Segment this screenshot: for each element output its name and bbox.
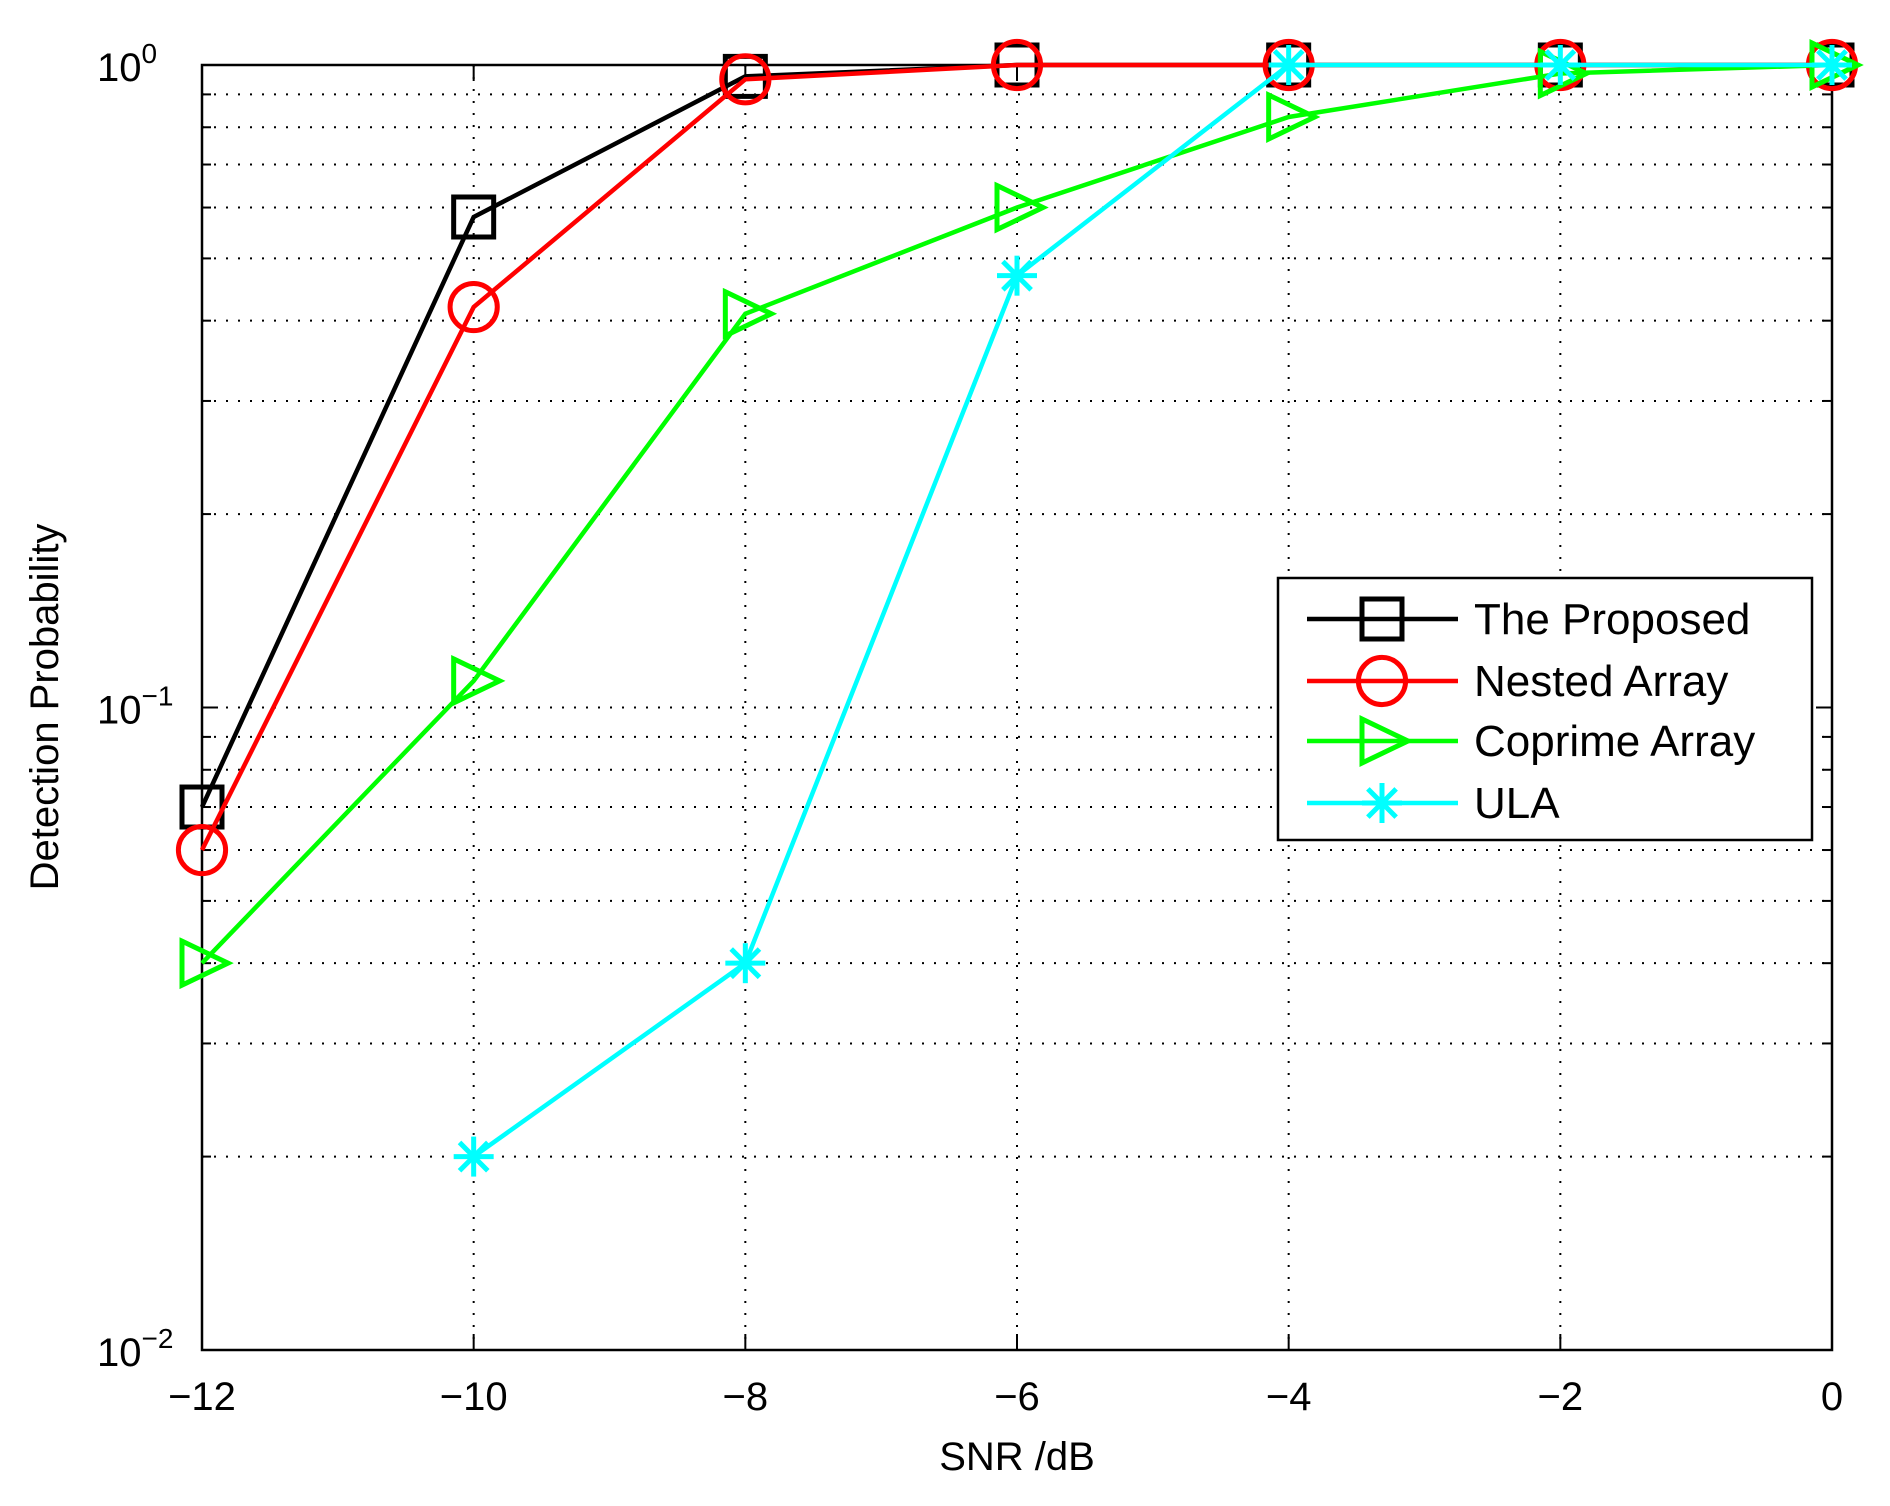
y-tick-label: 10−1	[97, 681, 173, 733]
data-point	[179, 937, 234, 990]
y-tick-label-exponent: 0	[142, 38, 158, 69]
data-point	[1268, 45, 1309, 85]
y-tick-label-base: 10	[97, 689, 142, 733]
x-tick-label: −10	[440, 1375, 508, 1419]
x-tick-label: −6	[994, 1375, 1040, 1419]
x-tick-label: −4	[1266, 1375, 1312, 1419]
legend-label: Coprime Array	[1474, 717, 1755, 766]
data-point	[997, 255, 1037, 296]
legend-label: The Proposed	[1474, 595, 1750, 644]
marker-star-stroke	[729, 947, 762, 980]
data-point	[1266, 91, 1321, 143]
y-tick-label-exponent: −1	[142, 681, 174, 712]
legend: The Proposed Nested Array Coprime Array ULA	[1276, 576, 1814, 842]
legend-item: ULA	[1307, 779, 1560, 828]
data-point	[451, 194, 497, 240]
x-axis-label: SNR /dB	[939, 1435, 1095, 1479]
series-layer	[175, 38, 1864, 1177]
data-point	[175, 823, 229, 877]
series-line	[472, 62, 1832, 1159]
marker-star-stroke	[1544, 49, 1577, 81]
data-point	[1812, 45, 1852, 85]
legend-item: Nested Array	[1307, 654, 1728, 708]
series-star	[453, 45, 1852, 1177]
legend-label: ULA	[1474, 779, 1560, 828]
y-axis-label: Detection Probability	[23, 524, 67, 891]
marker-star-stroke	[1366, 787, 1398, 819]
x-tick-label: −12	[168, 1375, 236, 1419]
legend-marker	[1355, 654, 1409, 708]
data-point	[994, 181, 1049, 234]
data-point	[447, 280, 500, 334]
legend-marker	[1359, 596, 1405, 642]
y-tick-label-base: 10	[97, 1331, 142, 1375]
data-point	[990, 38, 1044, 92]
x-tick-label: −2	[1538, 1375, 1584, 1419]
data-point	[1540, 45, 1581, 85]
y-tick-label-exponent: −2	[142, 1323, 174, 1354]
legend-item: The Proposed	[1307, 595, 1750, 644]
legend-item: Coprime Array	[1307, 715, 1755, 767]
y-tick-label-base: 10	[97, 46, 142, 90]
x-tick-label: −8	[723, 1375, 769, 1419]
data-point	[453, 1136, 494, 1177]
data-point	[722, 287, 778, 340]
marker-star-stroke	[1816, 49, 1848, 81]
x-tick-labels: −12 −10 −8 −6 −4 −2 0	[168, 1375, 1843, 1419]
marker-star-stroke	[1001, 259, 1033, 292]
legend-marker	[1362, 783, 1402, 823]
legend-label: Nested Array	[1474, 657, 1728, 706]
y-tick-label: 10−2	[97, 1323, 173, 1375]
y-tick-label: 100	[97, 38, 157, 90]
marker-star-stroke	[457, 1140, 490, 1173]
marker-star-stroke	[1272, 49, 1305, 81]
data-point	[719, 53, 772, 106]
data-point	[725, 943, 766, 984]
x-tick-label: 0	[1821, 1375, 1843, 1419]
legend-marker	[1359, 715, 1414, 767]
legend-box	[1276, 576, 1814, 842]
data-point	[451, 654, 506, 707]
